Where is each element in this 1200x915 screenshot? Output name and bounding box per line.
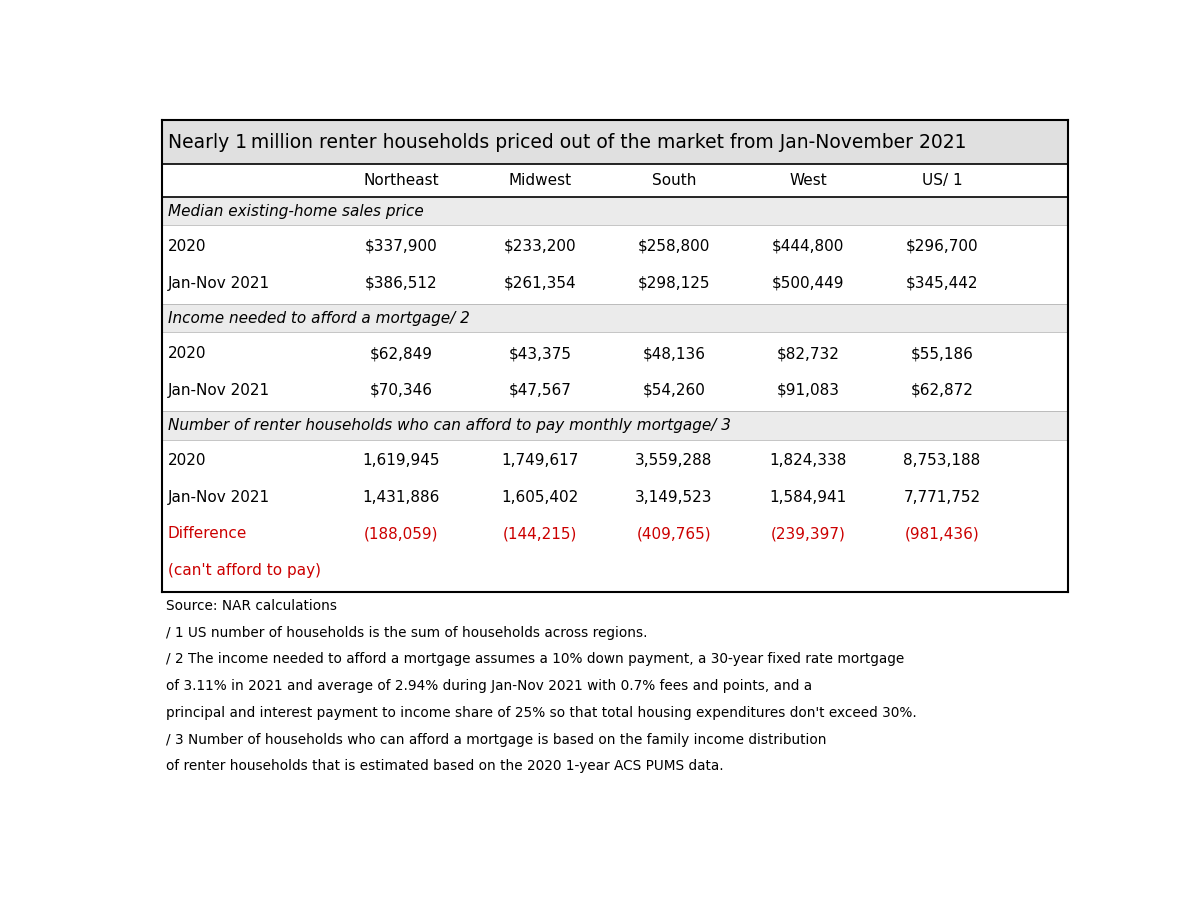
Text: principal and interest payment to income share of 25% so that total housing expe: principal and interest payment to income…: [166, 705, 917, 720]
Text: $43,375: $43,375: [509, 346, 571, 361]
Text: (981,436): (981,436): [905, 526, 979, 542]
Text: $500,449: $500,449: [772, 275, 844, 291]
Text: (144,215): (144,215): [503, 526, 577, 542]
Text: $386,512: $386,512: [365, 275, 438, 291]
Text: Source: NAR calculations: Source: NAR calculations: [166, 598, 337, 613]
Text: $62,872: $62,872: [911, 382, 973, 398]
Text: Median existing-home sales price: Median existing-home sales price: [168, 204, 424, 219]
Text: of 3.11% in 2021 and average of 2.94% during Jan-Nov 2021 with 0.7% fees and poi: of 3.11% in 2021 and average of 2.94% du…: [166, 679, 812, 693]
Text: Northeast: Northeast: [364, 173, 439, 188]
Text: (can't afford to pay): (can't afford to pay): [168, 563, 320, 578]
Bar: [162, 412, 1068, 439]
Text: $48,136: $48,136: [642, 346, 706, 361]
Text: / 1 US number of households is the sum of households across regions.: / 1 US number of households is the sum o…: [166, 626, 647, 640]
Text: 3,559,288: 3,559,288: [635, 453, 713, 468]
Text: Difference: Difference: [168, 526, 247, 542]
Text: $444,800: $444,800: [772, 239, 844, 254]
Text: Nearly 1 million renter households priced out of the market from Jan-November 20: Nearly 1 million renter households price…: [168, 133, 966, 152]
Text: 2020: 2020: [168, 453, 206, 468]
Text: 1,431,886: 1,431,886: [362, 490, 440, 505]
Text: $337,900: $337,900: [365, 239, 438, 254]
Text: South: South: [652, 173, 696, 188]
Text: Jan-Nov 2021: Jan-Nov 2021: [168, 275, 270, 291]
Text: $258,800: $258,800: [637, 239, 710, 254]
Text: 1,605,402: 1,605,402: [502, 490, 578, 505]
Text: (239,397): (239,397): [770, 526, 845, 542]
Text: / 2 The income needed to afford a mortgage assumes a 10% down payment, a 30-year: / 2 The income needed to afford a mortga…: [166, 652, 904, 666]
Text: $296,700: $296,700: [906, 239, 978, 254]
Text: of renter households that is estimated based on the 2020 1-year ACS PUMS data.: of renter households that is estimated b…: [166, 759, 724, 773]
Text: $233,200: $233,200: [504, 239, 576, 254]
Text: (409,765): (409,765): [636, 526, 712, 542]
Text: 8,753,188: 8,753,188: [904, 453, 980, 468]
Text: (188,059): (188,059): [364, 526, 438, 542]
Text: $91,083: $91,083: [776, 382, 840, 398]
Text: $47,567: $47,567: [509, 382, 571, 398]
Text: Number of renter households who can afford to pay monthly mortgage/ 3: Number of renter households who can affo…: [168, 418, 731, 433]
Text: $54,260: $54,260: [642, 382, 706, 398]
Text: $261,354: $261,354: [504, 275, 576, 291]
Text: Jan-Nov 2021: Jan-Nov 2021: [168, 382, 270, 398]
Text: West: West: [790, 173, 827, 188]
Text: 7,771,752: 7,771,752: [904, 490, 980, 505]
Text: Midwest: Midwest: [509, 173, 571, 188]
Bar: [162, 121, 1068, 164]
Text: Income needed to afford a mortgage/ 2: Income needed to afford a mortgage/ 2: [168, 311, 469, 326]
Text: US/ 1: US/ 1: [922, 173, 962, 188]
Text: $62,849: $62,849: [370, 346, 433, 361]
Text: 3,149,523: 3,149,523: [635, 490, 713, 505]
Text: $70,346: $70,346: [370, 382, 433, 398]
Text: 2020: 2020: [168, 346, 206, 361]
Text: $298,125: $298,125: [637, 275, 710, 291]
Text: 1,749,617: 1,749,617: [502, 453, 578, 468]
Text: $345,442: $345,442: [906, 275, 978, 291]
Bar: [162, 197, 1068, 225]
Text: 1,824,338: 1,824,338: [769, 453, 847, 468]
Text: $55,186: $55,186: [911, 346, 973, 361]
Text: $82,732: $82,732: [776, 346, 839, 361]
Bar: [162, 305, 1068, 332]
Text: 1,619,945: 1,619,945: [362, 453, 440, 468]
Text: / 3 Number of households who can afford a mortgage is based on the family income: / 3 Number of households who can afford …: [166, 733, 827, 747]
Bar: [162, 164, 1068, 197]
Text: 2020: 2020: [168, 239, 206, 254]
Text: Jan-Nov 2021: Jan-Nov 2021: [168, 490, 270, 505]
Text: 1,584,941: 1,584,941: [769, 490, 846, 505]
